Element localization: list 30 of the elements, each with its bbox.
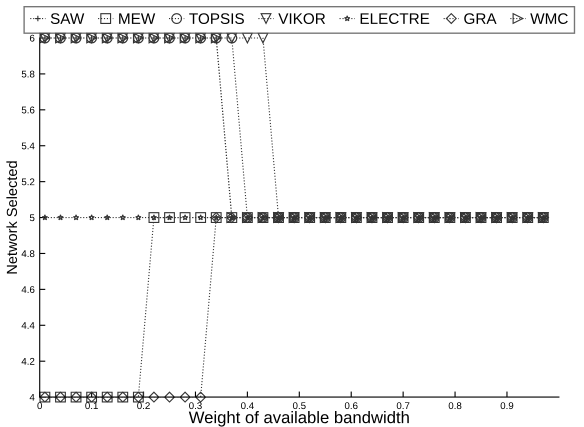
y-tick-label: 4.6 bbox=[22, 286, 34, 293]
legend-label: GRA bbox=[464, 13, 497, 24]
y-tick-label: 4.2 bbox=[22, 358, 34, 365]
y-tick-label: 5.2 bbox=[22, 178, 34, 186]
y-tick-label: 4 bbox=[30, 394, 35, 401]
y-tick-label: 5.8 bbox=[22, 70, 34, 78]
y-tick-label: 4.8 bbox=[22, 250, 34, 258]
x-tick-label: 0.2 bbox=[137, 402, 150, 410]
x-tick-label: 0.6 bbox=[344, 402, 358, 410]
x-tick-label: 0.5 bbox=[292, 402, 306, 410]
x-tick-label: 0 bbox=[37, 402, 42, 410]
y-tick-label: 4.4 bbox=[22, 322, 35, 329]
legend-label: TOPSIS bbox=[189, 13, 244, 24]
legend-label: WMC bbox=[530, 13, 568, 24]
x-tick-label: 0.4 bbox=[241, 402, 254, 410]
legend-label: MEW bbox=[119, 13, 156, 24]
x-tick-label: 0.7 bbox=[396, 402, 410, 410]
x-axis-title: Weight of available bandwidth bbox=[188, 411, 409, 427]
legend-label: VIKOR bbox=[278, 13, 326, 24]
y-tick-label: 5.6 bbox=[22, 106, 34, 114]
x-tick-label: 0.3 bbox=[189, 402, 202, 410]
x-tick-label: 0.1 bbox=[85, 402, 98, 410]
y-tick-label: 6 bbox=[30, 34, 34, 42]
legend-label: SAW bbox=[50, 13, 84, 24]
x-tick-label: 0.9 bbox=[500, 402, 514, 410]
y-tick-label: 5 bbox=[30, 214, 34, 222]
y-tick-label: 5.4 bbox=[22, 142, 35, 150]
y-axis-title: Network Selected bbox=[6, 161, 18, 274]
x-tick-label: 0.8 bbox=[448, 402, 462, 410]
legend-label: ELECTRE bbox=[360, 13, 430, 24]
